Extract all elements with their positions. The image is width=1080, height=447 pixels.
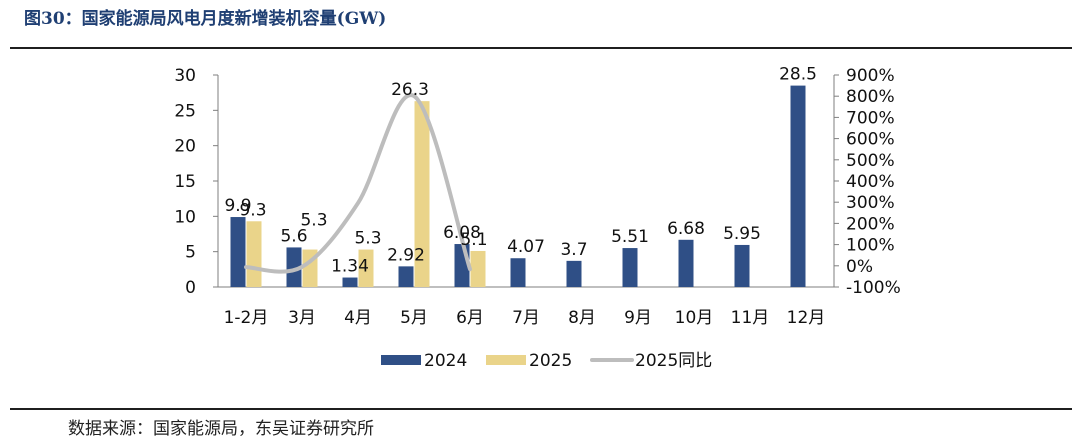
y-tick-label-right: 400% <box>846 172 895 192</box>
bar-2025 <box>414 101 430 287</box>
figure-title: 图30：国家能源局风电月度新增装机容量(GW) <box>24 9 387 29</box>
x-tick-label: 12月 <box>787 308 826 328</box>
y-tick-label-right: 700% <box>846 108 895 128</box>
y-tick-label-right: 500% <box>846 151 895 171</box>
data-label-2024: 9.9 <box>224 196 251 216</box>
y-tick-label-right: 300% <box>846 193 895 213</box>
data-label-2024: 4.07 <box>507 237 545 257</box>
data-label-2024: 3.7 <box>560 240 587 260</box>
y-tick-label-left: 10 <box>174 207 196 227</box>
source-note: 数据来源：国家能源局，东吴证券研究所 <box>68 419 374 439</box>
x-tick-label: 11月 <box>731 308 770 328</box>
data-label-2024: 6.08 <box>443 223 481 243</box>
x-tick-label: 4月 <box>344 308 372 328</box>
x-tick-label: 9月 <box>624 308 652 328</box>
x-tick-label: 8月 <box>568 308 596 328</box>
data-label-2024: 5.95 <box>723 224 761 244</box>
bar-2024 <box>790 85 806 287</box>
x-tick-label: 1-2月 <box>224 308 269 328</box>
y-tick-label-right: 600% <box>846 130 895 150</box>
y-tick-label-left: 30 <box>174 66 196 86</box>
bar-2024 <box>230 217 246 287</box>
data-label-2025: 9.3 <box>239 200 266 220</box>
top-rule <box>10 47 1072 49</box>
legend-label-2025: 2025 <box>529 351 572 371</box>
bar-2024 <box>286 247 302 287</box>
data-label-2024: 2.92 <box>387 245 425 265</box>
bottom-rule <box>10 408 1072 410</box>
data-label-2024: 28.5 <box>779 65 817 85</box>
chart: 051015202530-100%0%100%200%300%400%500%6… <box>174 65 901 371</box>
line-2025-yoy <box>244 93 472 274</box>
bar-2024 <box>510 258 526 287</box>
legend-label-2025-yoy: 2025同比 <box>635 351 712 371</box>
data-label-2025: 5.1 <box>460 230 487 250</box>
legend-swatch-2025 <box>486 355 526 365</box>
bar-2024 <box>342 277 358 287</box>
data-label-2024: 5.6 <box>280 226 307 246</box>
data-label-2024: 5.51 <box>611 227 649 247</box>
y-tick-label-right: 800% <box>846 87 895 107</box>
y-tick-label-right: 0% <box>846 257 873 277</box>
bar-2025 <box>358 249 374 287</box>
y-tick-label-left: 5 <box>185 243 196 263</box>
bar-2024 <box>566 260 582 287</box>
data-label-2024: 1.34 <box>331 257 369 277</box>
y-tick-label-right: 900% <box>846 66 895 86</box>
x-tick-label: 10月 <box>675 308 714 328</box>
y-tick-label-right: 100% <box>846 236 895 256</box>
data-label-2025: 26.3 <box>391 80 429 100</box>
y-tick-label-left: 20 <box>174 137 196 157</box>
legend-swatch-2024 <box>381 355 421 365</box>
data-label-2025: 5.3 <box>354 229 381 249</box>
x-tick-label: 7月 <box>512 308 540 328</box>
x-tick-label: 5月 <box>400 308 428 328</box>
bar-2025 <box>246 221 262 287</box>
y-tick-label-left: 0 <box>185 278 196 298</box>
bar-2024 <box>734 244 750 287</box>
legend-label-2024: 2024 <box>424 351 467 371</box>
x-tick-label: 6月 <box>456 308 484 328</box>
y-tick-label-left: 25 <box>174 101 196 121</box>
data-label-2025: 5.3 <box>300 211 327 231</box>
bar-2024 <box>678 239 694 287</box>
y-tick-label-right: 200% <box>846 214 895 234</box>
data-label-2024: 6.68 <box>667 219 705 239</box>
bar-2025 <box>470 250 486 287</box>
y-tick-label-left: 15 <box>174 172 196 192</box>
y-tick-label-right: -100% <box>846 278 901 298</box>
bar-2024 <box>398 266 414 287</box>
bar-2024 <box>622 248 638 287</box>
x-tick-label: 3月 <box>288 308 316 328</box>
